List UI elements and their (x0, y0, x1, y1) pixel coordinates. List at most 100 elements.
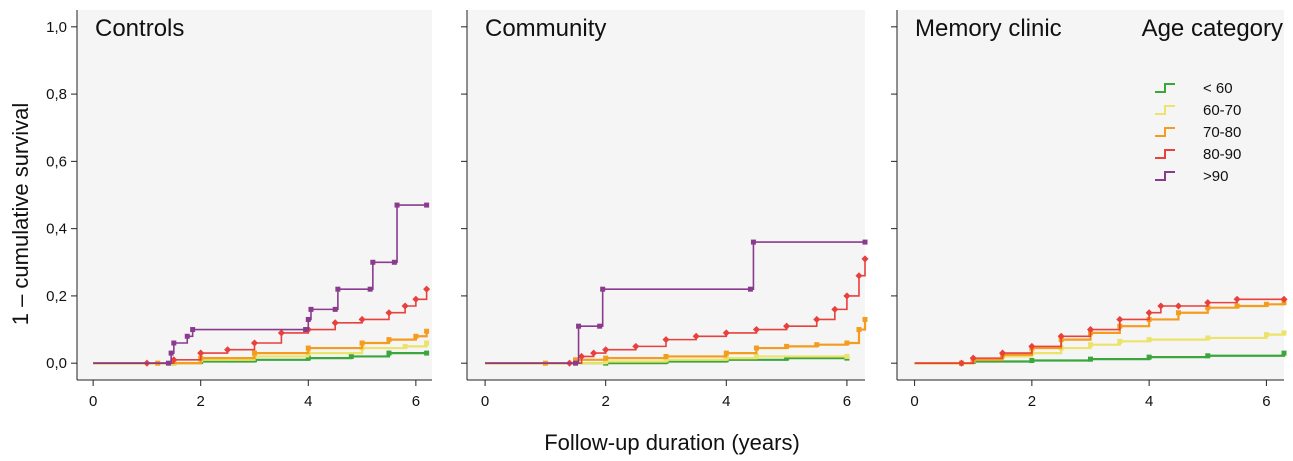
censor-marker (1281, 330, 1287, 336)
censor-marker (401, 302, 409, 310)
legend-swatch (1155, 171, 1175, 181)
censor-marker (578, 352, 586, 360)
censor-marker (168, 350, 174, 356)
censor-marker (603, 359, 609, 364)
censor-marker (753, 345, 759, 351)
y-tick-label: 0,2 (46, 288, 67, 305)
censor-marker (332, 306, 338, 312)
legend-item: < 60 (1155, 80, 1233, 97)
censor-marker (1088, 356, 1093, 362)
x-tick-label: 0 (481, 393, 489, 410)
y-axis-label: 1 – cumulative survival (8, 103, 33, 326)
censor-marker (1029, 357, 1035, 363)
censor-marker (1205, 353, 1211, 359)
censor-marker (335, 286, 341, 292)
censor-marker (999, 349, 1007, 357)
x-tick-label: 4 (722, 393, 730, 410)
censor-marker (753, 353, 759, 359)
plot-background (77, 10, 432, 380)
censor-marker (663, 357, 669, 363)
censor-marker (305, 345, 311, 351)
censor-marker (1146, 337, 1152, 343)
censor-marker (394, 202, 400, 208)
x-tick-label: 2 (197, 393, 205, 410)
censor-marker (370, 259, 376, 265)
censor-marker (308, 306, 314, 312)
censor-marker (602, 346, 610, 354)
censor-marker (861, 255, 869, 263)
censor-marker (1117, 338, 1123, 344)
panel-community: 0 2 4 6 Community (461, 10, 869, 410)
legend-item: 60-70 (1155, 102, 1241, 119)
y-tick-label: 0,0 (46, 355, 67, 372)
panel-title: Memory clinic (915, 15, 1062, 42)
censor-marker (331, 319, 339, 327)
censor-marker (1146, 354, 1152, 360)
censor-marker (1281, 350, 1287, 356)
censor-marker (831, 305, 839, 313)
series-90 (93, 202, 430, 366)
censor-marker (386, 350, 392, 356)
censor-marker (855, 272, 863, 280)
censor-marker (224, 346, 232, 354)
censor-marker (170, 356, 178, 364)
panels-group: 0,0 0,2 0,4 0,6 0,8 1,0 0 2 4 6 Controls 0 2 4 6 Commun… (46, 10, 1288, 410)
censor-marker (844, 340, 850, 346)
censor-marker (413, 333, 419, 339)
censor-marker (385, 309, 393, 317)
legend-swatch (1155, 149, 1175, 159)
plot-background (467, 10, 865, 380)
censor-marker (358, 315, 366, 323)
censor-marker (412, 295, 420, 303)
censor-marker (573, 357, 579, 363)
legend-label: 80-90 (1203, 146, 1241, 163)
legend-swatch (1155, 105, 1175, 115)
x-tick-label: 4 (1145, 393, 1153, 410)
censor-marker (573, 360, 579, 366)
censor-marker (783, 322, 791, 330)
censor-marker (1088, 342, 1093, 348)
censor-marker (600, 286, 606, 292)
censor-marker (402, 343, 408, 349)
x-tick-label: 0 (910, 393, 918, 410)
censor-marker (844, 353, 850, 359)
legend-label: 60-70 (1203, 102, 1241, 119)
censor-marker (305, 355, 311, 361)
series-80-90 (93, 285, 431, 367)
censor-marker (424, 340, 430, 346)
censor-marker (747, 286, 753, 292)
panel-controls: 0,0 0,2 0,4 0,6 0,8 1,0 0 2 4 6 Controls (46, 10, 432, 410)
x-tick-label: 0 (89, 393, 97, 410)
x-tick-label: 6 (412, 393, 420, 410)
survival-step-line (485, 319, 867, 365)
panel-memory-clinic: 0 2 4 6 Memory clinic (891, 10, 1288, 410)
legend-swatch (1155, 127, 1175, 137)
censor-marker (303, 327, 309, 333)
legend-item: 70-80 (1155, 124, 1241, 141)
legend-title: Age category (1142, 15, 1283, 42)
censor-marker (862, 316, 868, 322)
censor-marker (856, 327, 862, 333)
censor-marker (1263, 301, 1269, 307)
censor-marker (632, 342, 640, 350)
x-tick-label: 2 (1028, 393, 1036, 410)
censor-marker (784, 355, 790, 361)
censor-marker (843, 292, 851, 300)
censor-marker (391, 259, 397, 265)
censor-marker (386, 337, 392, 343)
censor-marker (165, 360, 171, 366)
censor-marker (171, 340, 177, 346)
censor-marker (250, 339, 259, 347)
censor-marker (662, 336, 670, 344)
censor-marker (723, 355, 729, 361)
censor-marker (305, 316, 311, 322)
x-axis-label: Follow-up duration (years) (544, 430, 800, 455)
legend-label: < 60 (1203, 80, 1233, 97)
panel-title: Community (485, 15, 606, 42)
x-tick-label: 4 (304, 393, 312, 410)
censor-marker (1205, 305, 1211, 311)
censor-marker (1234, 303, 1240, 309)
censor-marker (752, 326, 760, 334)
censor-marker (663, 353, 669, 359)
